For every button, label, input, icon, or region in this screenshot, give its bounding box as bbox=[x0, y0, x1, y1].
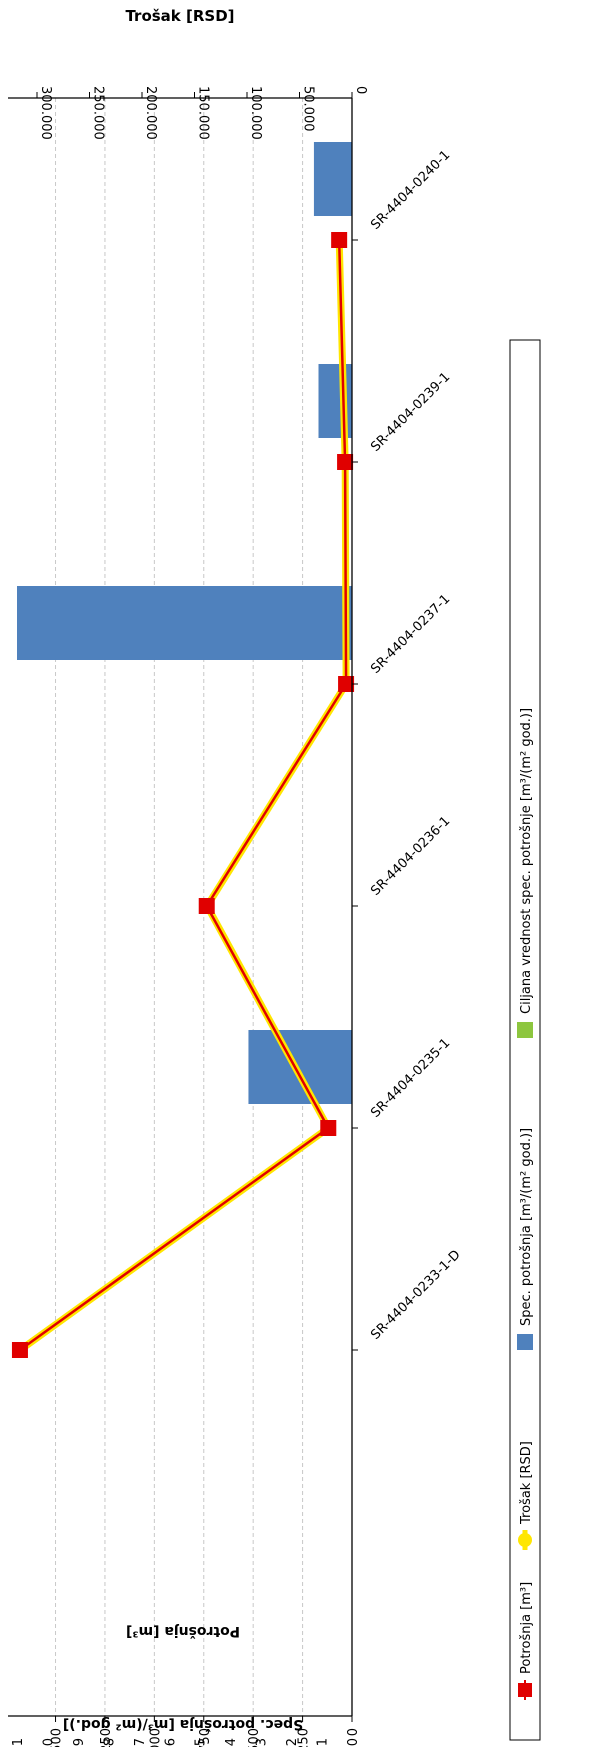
category-label: SR-4404-0233-1-D bbox=[368, 1247, 463, 1342]
trosak-tick-label: 250.000 bbox=[91, 86, 106, 140]
spec-axis-title: Spec. potrošnja [m³/(m² god.)] bbox=[63, 1716, 303, 1732]
spec-tick-label: 0,9 bbox=[72, 1738, 87, 1747]
spec-tick-label: 1,1 bbox=[11, 1738, 26, 1747]
potrosnja-tick-label: 1.500 bbox=[50, 1728, 65, 1747]
legend-box bbox=[509, 339, 541, 1741]
trosak-tick-label: 0 bbox=[353, 86, 368, 94]
spec-tick-label: 0,4 bbox=[224, 1738, 239, 1747]
bar-1 bbox=[248, 1030, 352, 1104]
spec-tick-label: 0,3 bbox=[255, 1738, 270, 1747]
trosak-tick-label: 50.000 bbox=[301, 86, 316, 132]
potrosnja-tick-label: 1.250 bbox=[99, 1728, 114, 1747]
category-label: SR-4404-0240-1 bbox=[368, 148, 453, 233]
potrosnja-line bbox=[19, 239, 348, 1352]
legend-label: Ciljana vrednost spec. potrošnje [m³/(m²… bbox=[519, 708, 534, 1014]
bar-3 bbox=[17, 586, 352, 660]
potrosnja-tick-label: 1.000 bbox=[148, 1728, 163, 1747]
category-label: SR-4404-0239-1 bbox=[368, 370, 453, 455]
markers-layer bbox=[11, 232, 355, 1358]
spec-tick-label: 0,0 bbox=[346, 1738, 361, 1747]
category-label: SR-4404-0237-1 bbox=[368, 592, 453, 677]
trosak-tick-label: 150.000 bbox=[196, 86, 211, 140]
legend: Potrošnja [m³] Trošak [RSD] Spec. potrošnj… bbox=[509, 339, 541, 1741]
spec-tick-label: 0,5 bbox=[194, 1738, 209, 1747]
potrosnja-tick-label: 750 bbox=[198, 1728, 213, 1747]
trosak-tick-label: 200.000 bbox=[143, 86, 158, 140]
legend-swatch-bar bbox=[517, 1022, 533, 1038]
trosak-tick-label: 100.000 bbox=[248, 86, 263, 140]
trosak-tick-label: 300.000 bbox=[38, 86, 53, 140]
trosak-axis-title: Trošak [RSD] bbox=[125, 7, 234, 25]
potrosnja-tick-label: 250 bbox=[297, 1728, 312, 1747]
axes-layer: SR-4404-0233-1-D SR-4404-0235-1 SR-4404-02… bbox=[8, 7, 464, 1751]
legend-label: Spec. potrošnja [m³/(m² god.)] bbox=[519, 1128, 534, 1326]
legend-swatch-marker bbox=[518, 1533, 532, 1547]
potrosnja-marker bbox=[11, 1342, 28, 1358]
legend-swatch-marker bbox=[518, 1683, 532, 1697]
legend-label: Potrošnja [m³] bbox=[519, 1582, 534, 1674]
spec-tick-label: 0,2 bbox=[285, 1738, 300, 1747]
category-label: SR-4404-0236-1 bbox=[368, 814, 453, 899]
potrosnja-marker bbox=[331, 232, 348, 248]
bars-layer bbox=[17, 142, 352, 1104]
spec-tick-label: 0,7 bbox=[133, 1738, 148, 1747]
potrosnja-axis-title: Potrošnja [m³] bbox=[126, 1623, 240, 1639]
trosak-line bbox=[18, 239, 350, 1353]
potrosnja-marker bbox=[337, 454, 354, 470]
lines-layer bbox=[18, 239, 350, 1353]
spec-tick-label: 0,1 bbox=[316, 1738, 331, 1747]
potrosnja-marker bbox=[198, 898, 215, 914]
spec-tick-label: 1,0 bbox=[41, 1738, 56, 1747]
legend-swatch-bar bbox=[517, 1334, 533, 1350]
legend-label: Trošak [RSD] bbox=[519, 1441, 534, 1525]
spec-tick-label: 0,8 bbox=[102, 1738, 117, 1747]
potrosnja-marker bbox=[320, 1120, 337, 1136]
potrosnja-marker bbox=[338, 676, 355, 692]
bar-5 bbox=[313, 142, 352, 216]
spec-tick-label: 0,6 bbox=[163, 1738, 178, 1747]
potrosnja-tick-label: 0 bbox=[346, 1728, 361, 1736]
category-label: SR-4404-0235-1 bbox=[368, 1036, 453, 1121]
potrosnja-tick-label: 500 bbox=[247, 1728, 262, 1747]
grid-lines bbox=[55, 98, 304, 1716]
